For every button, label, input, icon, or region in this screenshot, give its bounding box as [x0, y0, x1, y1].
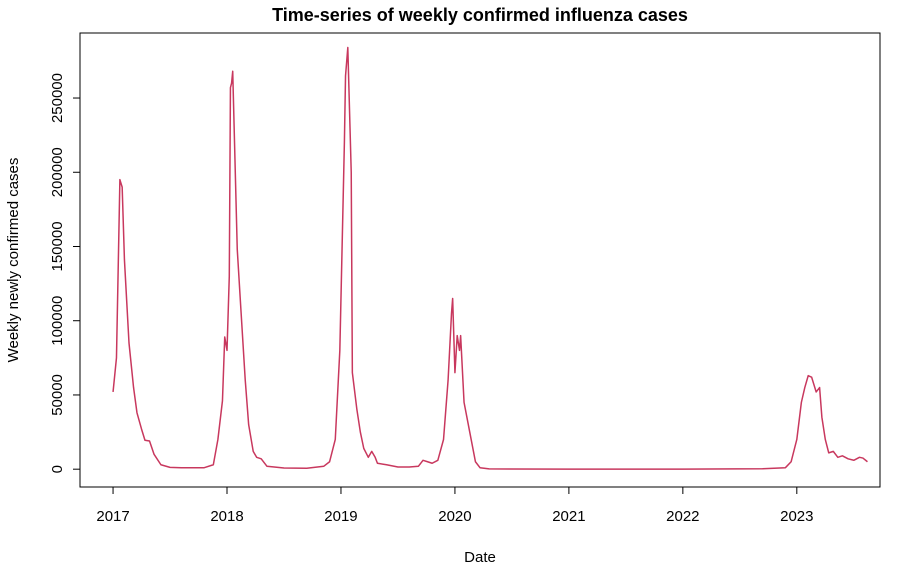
x-tick-label: 2020 [438, 508, 471, 525]
x-axis-label: Date [464, 549, 496, 566]
x-tick-label: 2019 [324, 508, 357, 525]
y-tick-label: 150000 [49, 221, 66, 271]
chart-title: Time-series of weekly confirmed influenz… [272, 5, 688, 25]
data-line [112, 46, 868, 470]
y-tick-label: 250000 [49, 73, 66, 123]
x-tick-label: 2023 [780, 508, 813, 525]
y-tick-label: 100000 [49, 296, 66, 346]
plot-frame [79, 32, 881, 488]
y-tick-label: 0 [49, 465, 66, 473]
x-tick-label: 2021 [552, 508, 585, 525]
y-axis-label: Weekly newly confirmed cases [5, 158, 22, 363]
x-tick-label: 2022 [666, 508, 699, 525]
x-tick-label: 2018 [210, 508, 243, 525]
x-tick-label: 2017 [96, 508, 129, 525]
y-tick-label: 200000 [49, 147, 66, 197]
y-tick-label: 50000 [49, 374, 66, 416]
